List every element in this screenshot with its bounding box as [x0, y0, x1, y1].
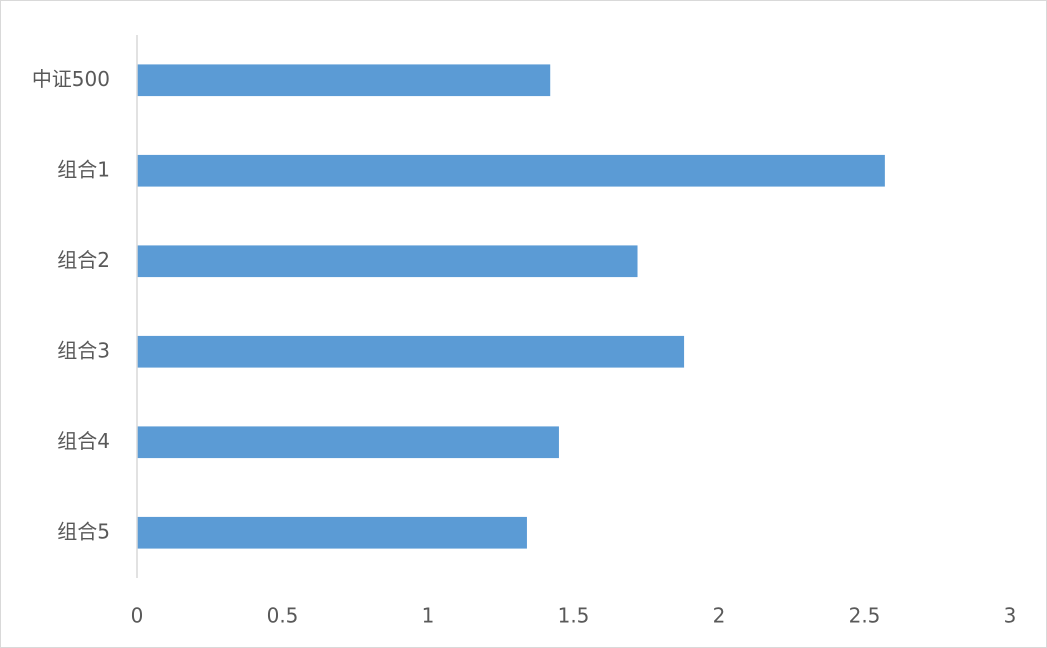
x-tick-label: 2.5	[849, 604, 881, 628]
y-tick-label: 组合1	[57, 157, 110, 181]
x-tick-label: 1.5	[558, 604, 590, 628]
x-tick-label: 0	[131, 604, 144, 628]
y-tick-label: 组合3	[57, 338, 110, 362]
bar	[137, 64, 551, 97]
bar	[137, 245, 638, 278]
x-tick-label: 2	[713, 604, 726, 628]
y-tick-label: 中证500	[32, 67, 110, 91]
bar	[137, 516, 527, 549]
x-tick-label: 3	[1004, 604, 1017, 628]
y-tick-label: 组合2	[57, 248, 110, 272]
bar	[137, 154, 885, 187]
y-tick-label: 组合5	[57, 519, 110, 543]
bar	[137, 335, 685, 368]
x-tick-label: 1	[422, 604, 435, 628]
bar	[137, 426, 559, 459]
y-tick-label: 组合4	[57, 429, 110, 453]
x-tick-label: 0.5	[267, 604, 299, 628]
